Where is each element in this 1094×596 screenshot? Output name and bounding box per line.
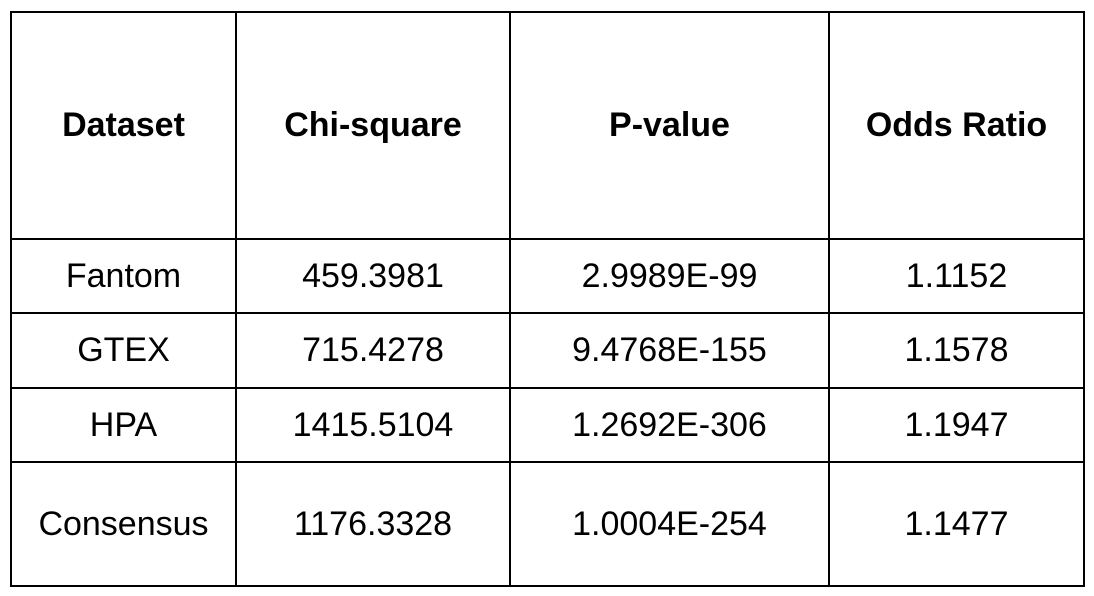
header-odds-ratio: Odds Ratio (828, 11, 1085, 240)
cell-odds-ratio: 1.1578 (828, 312, 1085, 389)
cell-odds-ratio: 1.1477 (828, 461, 1085, 587)
cell-odds-ratio: 1.1947 (828, 387, 1085, 463)
header-p-value: P-value (509, 11, 830, 240)
cell-chi-square: 1176.3328 (235, 461, 511, 587)
cell-odds-ratio: 1.1152 (828, 238, 1085, 314)
header-dataset: Dataset (10, 11, 237, 240)
table-row: Fantom 459.3981 2.9989E-99 1.1152 (10, 238, 1085, 314)
cell-dataset: HPA (10, 387, 237, 463)
cell-chi-square: 459.3981 (235, 238, 511, 314)
cell-p-value: 1.2692E-306 (509, 387, 830, 463)
cell-dataset: Consensus (10, 461, 237, 587)
cell-p-value: 2.9989E-99 (509, 238, 830, 314)
cell-p-value: 9.4768E-155 (509, 312, 830, 389)
table-header-row: Dataset Chi-square P-value Odds Ratio (10, 11, 1085, 240)
table-row: GTEX 715.4278 9.4768E-155 1.1578 (10, 312, 1085, 389)
cell-chi-square: 1415.5104 (235, 387, 511, 463)
cell-dataset: Fantom (10, 238, 237, 314)
table-row: Consensus 1176.3328 1.0004E-254 1.1477 (10, 461, 1085, 587)
table-row: HPA 1415.5104 1.2692E-306 1.1947 (10, 387, 1085, 463)
cell-chi-square: 715.4278 (235, 312, 511, 389)
header-chi-square: Chi-square (235, 11, 511, 240)
cell-p-value: 1.0004E-254 (509, 461, 830, 587)
cell-dataset: GTEX (10, 312, 237, 389)
results-table: Dataset Chi-square P-value Odds Ratio Fa… (10, 11, 1085, 587)
